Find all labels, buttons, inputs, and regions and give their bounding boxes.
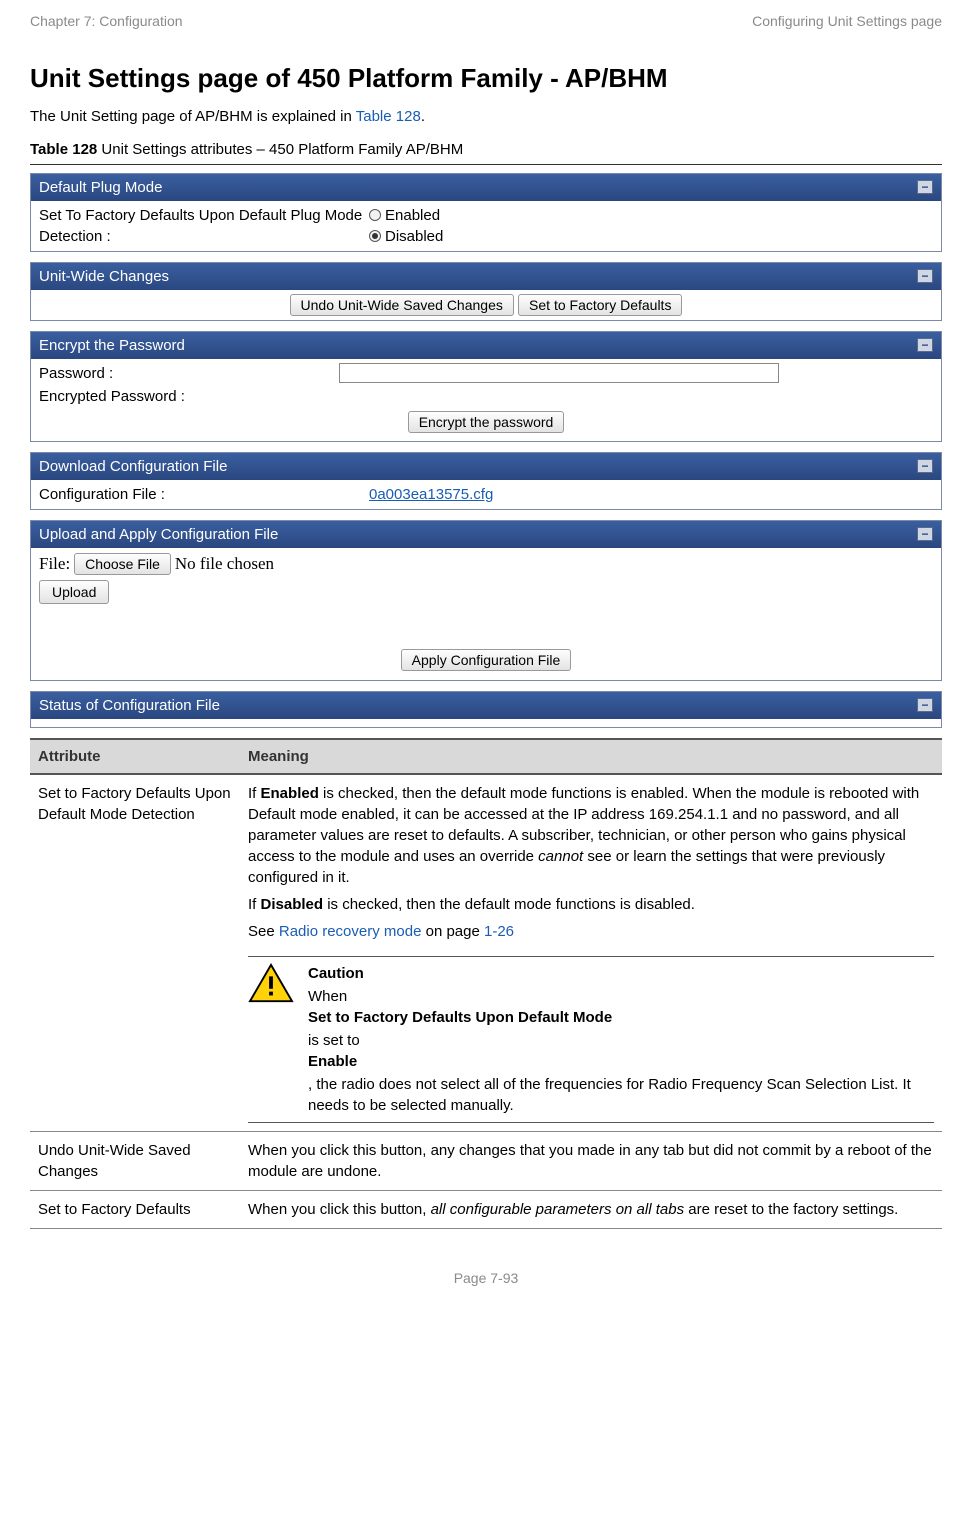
collapse-icon[interactable]: − <box>917 527 933 541</box>
collapse-icon[interactable]: − <box>917 459 933 473</box>
collapse-icon[interactable]: − <box>917 338 933 352</box>
text: are reset to the factory settings. <box>684 1201 898 1218</box>
caption-bold: Table 128 <box>30 141 97 158</box>
text: on page <box>421 923 484 940</box>
recovery-link[interactable]: Radio recovery mode <box>279 923 422 940</box>
panel-encrypt: Encrypt the Password − Password : Encryp… <box>30 331 942 442</box>
default-plug-label: Set To Factory Defaults Upon Default Plu… <box>39 205 369 247</box>
no-file-text: No file chosen <box>175 552 274 576</box>
text: is set to <box>308 1032 360 1049</box>
collapse-icon[interactable]: − <box>917 269 933 283</box>
password-input[interactable] <box>339 363 779 383</box>
page-footer: Page 7-93 <box>30 1269 942 1289</box>
config-file-link[interactable]: 0a003ea13575.cfg <box>369 484 493 505</box>
panel-header-unit-wide: Unit-Wide Changes − <box>31 263 941 290</box>
meaning-cell: If Enabled is checked, then the default … <box>240 774 942 1132</box>
collapse-icon[interactable]: − <box>917 698 933 712</box>
collapse-icon[interactable]: − <box>917 180 933 194</box>
attr-cell: Undo Unit-Wide Saved Changes <box>30 1131 240 1190</box>
caution-title: Caution <box>308 963 934 984</box>
text: is checked, then the default mode functi… <box>323 896 695 913</box>
password-label: Password : <box>39 363 339 384</box>
header-right: Configuring Unit Settings page <box>752 12 942 32</box>
table-row: Set to Factory Defaults When you click t… <box>30 1190 942 1228</box>
text-bold: Enabled <box>261 785 319 802</box>
text-bold: Disabled <box>261 896 324 913</box>
panel-unit-wide: Unit-Wide Changes − Undo Unit-Wide Saved… <box>30 262 942 321</box>
intro-suffix: . <box>421 108 425 125</box>
panel-header-status: Status of Configuration File − <box>31 692 941 719</box>
caption-rule <box>30 164 942 165</box>
attr-cell: Set to Factory Defaults <box>30 1190 240 1228</box>
text-bold: Enable <box>308 1051 934 1072</box>
panel-title: Unit-Wide Changes <box>39 266 169 287</box>
text: When <box>308 988 347 1005</box>
caption-rest: Unit Settings attributes – 450 Platform … <box>97 141 463 158</box>
encrypt-button[interactable]: Encrypt the password <box>408 411 565 433</box>
text: If <box>248 896 261 913</box>
panel-header-default-plug: Default Plug Mode − <box>31 174 941 201</box>
caution-icon <box>248 963 294 1005</box>
page-link[interactable]: 1-26 <box>484 923 514 940</box>
attributes-table: Attribute Meaning Set to Factory Default… <box>30 738 942 1229</box>
th-meaning: Meaning <box>240 739 942 774</box>
undo-button[interactable]: Undo Unit-Wide Saved Changes <box>290 294 514 316</box>
radio-disabled[interactable] <box>369 230 381 242</box>
table-caption: Table 128 Unit Settings attributes – 450… <box>30 139 942 160</box>
radio-disabled-label: Disabled <box>385 226 443 247</box>
panel-default-plug: Default Plug Mode − Set To Factory Defau… <box>30 173 942 252</box>
table-ref-link[interactable]: Table 128 <box>356 108 421 125</box>
choose-file-button[interactable]: Choose File <box>74 553 171 575</box>
apply-config-button[interactable]: Apply Configuration File <box>401 649 572 671</box>
table-row: Set to Factory Defaults Upon Default Mod… <box>30 774 942 1132</box>
panel-title: Encrypt the Password <box>39 335 185 356</box>
panel-title: Upload and Apply Configuration File <box>39 524 278 545</box>
set-factory-button[interactable]: Set to Factory Defaults <box>518 294 682 316</box>
text: When you click this button, <box>248 1201 431 1218</box>
config-file-label: Configuration File : <box>39 484 369 505</box>
th-attribute: Attribute <box>30 739 240 774</box>
page-header: Chapter 7: Configuration Configuring Uni… <box>30 12 942 32</box>
radio-enabled-label: Enabled <box>385 205 440 226</box>
text-bold: Set to Factory Defaults Upon Default Mod… <box>308 1007 934 1028</box>
meaning-cell: When you click this button, any changes … <box>240 1131 942 1190</box>
intro-prefix: The Unit Setting page of AP/BHM is expla… <box>30 108 356 125</box>
panel-title: Status of Configuration File <box>39 695 220 716</box>
upload-button[interactable]: Upload <box>39 580 109 604</box>
panel-upload: Upload and Apply Configuration File − Fi… <box>30 520 942 681</box>
attr-cell: Set to Factory Defaults Upon Default Mod… <box>30 774 240 1132</box>
intro-text: The Unit Setting page of AP/BHM is expla… <box>30 106 942 127</box>
header-left: Chapter 7: Configuration <box>30 12 183 32</box>
file-prefix: File: <box>39 552 70 576</box>
text: If <box>248 785 261 802</box>
panel-header-download: Download Configuration File − <box>31 453 941 480</box>
panel-title: Download Configuration File <box>39 456 227 477</box>
encrypted-password-label: Encrypted Password : <box>39 386 339 407</box>
panel-download: Download Configuration File − Configurat… <box>30 452 942 510</box>
text: See <box>248 923 279 940</box>
meaning-cell: When you click this button, all configur… <box>240 1190 942 1228</box>
caution-text: Caution When Set to Factory Defaults Upo… <box>308 963 934 1116</box>
text-italic: cannot <box>538 848 583 865</box>
caution-block: Caution When Set to Factory Defaults Upo… <box>248 956 934 1123</box>
text-italic: all configurable parameters on all tabs <box>431 1201 684 1218</box>
panel-status: Status of Configuration File − <box>30 691 942 728</box>
page-title: Unit Settings page of 450 Platform Famil… <box>30 60 942 96</box>
panel-title: Default Plug Mode <box>39 177 162 198</box>
table-row: Undo Unit-Wide Saved Changes When you cl… <box>30 1131 942 1190</box>
panel-header-encrypt: Encrypt the Password − <box>31 332 941 359</box>
text: , the radio does not select all of the f… <box>308 1076 911 1114</box>
panel-header-upload: Upload and Apply Configuration File − <box>31 521 941 548</box>
radio-enabled[interactable] <box>369 209 381 221</box>
